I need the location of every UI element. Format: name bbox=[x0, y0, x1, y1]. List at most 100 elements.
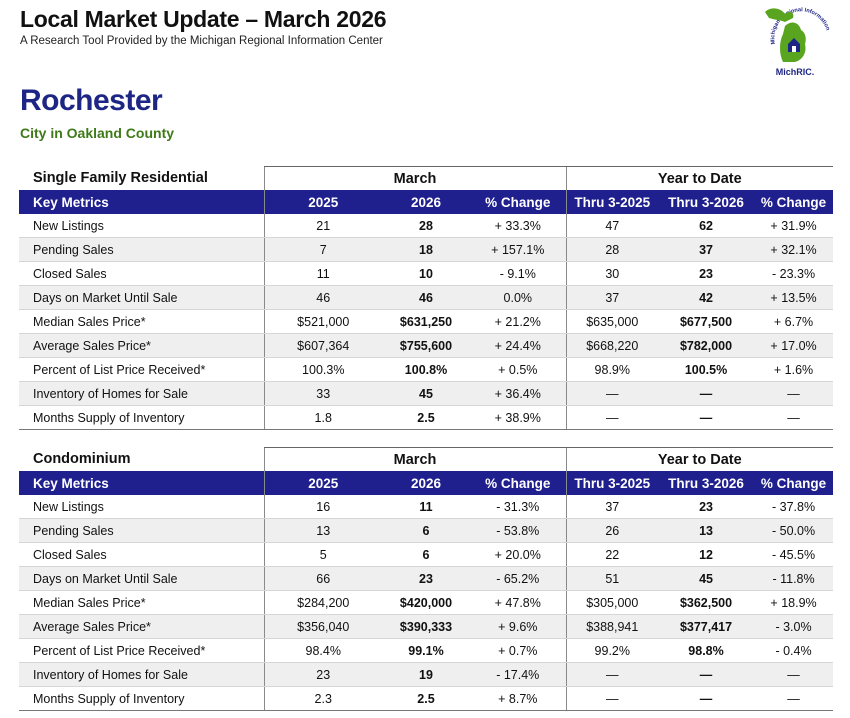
group-header-ytd: Year to Date bbox=[565, 166, 834, 190]
metric-value: — bbox=[565, 381, 659, 406]
table-row: Median Sales Price* $284,200 $420,000 + 47.… bbox=[19, 590, 834, 615]
metric-value: 37 bbox=[565, 285, 659, 310]
metric-label: Days on Market Until Sale bbox=[19, 566, 264, 591]
metric-value: 100.8% bbox=[382, 357, 470, 382]
metric-value: 98.9% bbox=[565, 357, 659, 382]
michigan-shape-icon bbox=[765, 8, 794, 22]
column-header: 2026 bbox=[382, 471, 470, 495]
table-row: Closed Sales 5 6 + 20.0% 22 12- 45.5% bbox=[19, 542, 834, 567]
metric-value: $284,200 bbox=[263, 590, 382, 615]
metric-value: $782,000 bbox=[658, 333, 755, 358]
metric-value: + 18.9% bbox=[754, 590, 834, 615]
metric-label: Months Supply of Inventory bbox=[19, 686, 264, 711]
metric-value: 23 bbox=[658, 261, 755, 286]
metric-value: $420,000 bbox=[382, 590, 470, 615]
section-header-row: Single Family Residential March Year to Da… bbox=[19, 166, 834, 190]
metric-value: — bbox=[754, 686, 834, 711]
table-row: Days on Market Until Sale 66 23- 65.2% 51 45… bbox=[19, 566, 834, 591]
metric-value: 42 bbox=[658, 285, 755, 310]
metric-value: - 17.4% bbox=[470, 662, 567, 687]
table-row: New Listings 21 28 + 33.3% 47 62 + 31.9% bbox=[19, 214, 834, 238]
metric-value: $377,417 bbox=[658, 614, 755, 639]
metric-value: + 33.3% bbox=[470, 214, 567, 238]
metric-value: - 23.3% bbox=[754, 261, 834, 286]
column-header: Thru 3-2026 bbox=[658, 471, 755, 495]
metric-value: 23 bbox=[658, 495, 755, 519]
county-label: City in Oakland County bbox=[20, 125, 175, 141]
metric-value: - 53.8% bbox=[470, 518, 567, 543]
metric-label: Months Supply of Inventory bbox=[19, 405, 264, 430]
metric-value: 13 bbox=[263, 518, 382, 543]
metric-label: Percent of List Price Received* bbox=[19, 638, 264, 663]
metric-value: 51 bbox=[565, 566, 659, 591]
column-header-row: Key Metrics 2025 2026% Change Thru 3-2025 Th… bbox=[19, 190, 834, 214]
report-subtitle: A Research Tool Provided by the Michigan… bbox=[20, 35, 383, 47]
metric-label: Pending Sales bbox=[19, 237, 264, 262]
column-header: Thru 3-2025 bbox=[565, 190, 659, 214]
metric-label: Inventory of Homes for Sale bbox=[19, 662, 264, 687]
metric-value: 100.5% bbox=[658, 357, 755, 382]
table-row: Percent of List Price Received* 100.3% 100… bbox=[19, 357, 834, 382]
metric-label: Pending Sales bbox=[19, 518, 264, 543]
metric-value: 62 bbox=[658, 214, 755, 238]
metric-value: + 0.5% bbox=[470, 357, 567, 382]
metric-value: 23 bbox=[382, 566, 470, 591]
metric-value: 66 bbox=[263, 566, 382, 591]
column-header: % Change bbox=[470, 190, 567, 214]
metric-value: 10 bbox=[382, 261, 470, 286]
house-icon bbox=[788, 38, 800, 52]
table-row: Average Sales Price* $356,040 $390,333 + 9.… bbox=[19, 614, 834, 639]
metric-value: 46 bbox=[382, 285, 470, 310]
metric-label: New Listings bbox=[19, 495, 264, 519]
metric-value: 19 bbox=[382, 662, 470, 687]
metric-value: 23 bbox=[263, 662, 382, 687]
table-row: New Listings 16 11- 31.3% 37 23- 37.8% bbox=[19, 495, 834, 519]
metric-value: $521,000 bbox=[263, 309, 382, 334]
table-row: Closed Sales 11 10- 9.1% 30 23- 23.3% bbox=[19, 261, 834, 286]
metric-value: 47 bbox=[565, 214, 659, 238]
metric-value: - 11.8% bbox=[754, 566, 834, 591]
metric-value: $668,220 bbox=[565, 333, 659, 358]
metric-value: + 32.1% bbox=[754, 237, 834, 262]
table-row: Pending Sales 13 6- 53.8% 26 13- 50.0% bbox=[19, 518, 834, 543]
table-row: Months Supply of Inventory 1.8 2.5 + 38.9% —… bbox=[19, 405, 834, 430]
metric-value: 0.0% bbox=[470, 285, 567, 310]
metric-label: Closed Sales bbox=[19, 542, 264, 567]
section-header-row: Condominium March Year to Date bbox=[19, 447, 834, 471]
metric-value: — bbox=[565, 662, 659, 687]
table-row: Days on Market Until Sale 46 46 0.0% 37 42 + 1… bbox=[19, 285, 834, 310]
metric-value: 30 bbox=[565, 261, 659, 286]
metric-value: - 65.2% bbox=[470, 566, 567, 591]
metric-value: 6 bbox=[382, 542, 470, 567]
metric-value: 16 bbox=[263, 495, 382, 519]
metric-value: $356,040 bbox=[263, 614, 382, 639]
table-row: Months Supply of Inventory 2.3 2.5 + 8.7% — —… bbox=[19, 686, 834, 711]
metric-label: Median Sales Price* bbox=[19, 309, 264, 334]
metric-value: — bbox=[658, 381, 755, 406]
metric-value: 5 bbox=[263, 542, 382, 567]
metric-label: Inventory of Homes for Sale bbox=[19, 381, 264, 406]
metric-label: Average Sales Price* bbox=[19, 614, 264, 639]
metric-value: — bbox=[658, 405, 755, 430]
metric-value: 99.1% bbox=[382, 638, 470, 663]
metric-value: 7 bbox=[263, 237, 382, 262]
metric-value: + 36.4% bbox=[470, 381, 567, 406]
metric-value: — bbox=[565, 405, 659, 430]
metric-value: $388,941 bbox=[565, 614, 659, 639]
metric-value: $362,500 bbox=[658, 590, 755, 615]
metric-value: 2.5 bbox=[382, 686, 470, 711]
section-title: Single Family Residential bbox=[33, 170, 208, 187]
table-row: Pending Sales 7 18 + 157.1% 28 37 + 32.1% bbox=[19, 237, 834, 262]
condominium-table: Condominium March Year to Date Key Metrics 2… bbox=[19, 447, 834, 711]
metric-value: + 17.0% bbox=[754, 333, 834, 358]
metric-value: 26 bbox=[565, 518, 659, 543]
metric-value: + 31.9% bbox=[754, 214, 834, 238]
metric-value: 28 bbox=[565, 237, 659, 262]
metric-value: 98.8% bbox=[658, 638, 755, 663]
column-header: % Change bbox=[470, 471, 567, 495]
metric-value: + 6.7% bbox=[754, 309, 834, 334]
metric-value: + 21.2% bbox=[470, 309, 567, 334]
metric-value: - 50.0% bbox=[754, 518, 834, 543]
city-name: Rochester bbox=[20, 84, 163, 117]
metric-value: $390,333 bbox=[382, 614, 470, 639]
